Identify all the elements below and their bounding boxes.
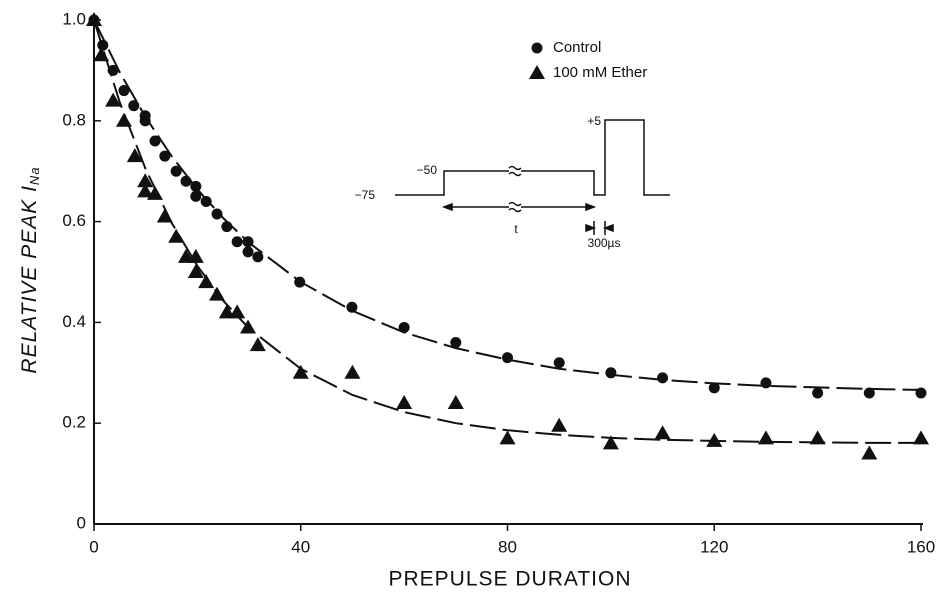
data-point <box>128 100 140 112</box>
data-point <box>502 352 513 364</box>
data-point <box>292 364 309 379</box>
y-tick-label: 0.2 <box>62 413 86 432</box>
data-point <box>757 430 774 445</box>
data-point <box>551 417 568 432</box>
data-point <box>139 115 151 127</box>
data-point <box>252 251 264 263</box>
inset-label: 300µs <box>588 236 621 250</box>
data-point <box>105 92 122 107</box>
break-gap <box>509 200 521 214</box>
data-point <box>93 47 110 62</box>
data-point <box>605 367 617 379</box>
data-point <box>86 12 102 26</box>
y-tick-label: 1.0 <box>62 9 86 28</box>
x-tick-label: 40 <box>291 537 310 556</box>
data-point <box>344 364 361 379</box>
data-point <box>221 221 233 233</box>
data-point <box>657 372 669 384</box>
data-point <box>190 190 202 202</box>
data-point <box>231 236 243 248</box>
break-gap <box>509 164 521 178</box>
data-point <box>346 301 358 313</box>
y-axis-title-main: RELATIVE PEAK I <box>18 185 41 374</box>
arrow-head <box>441 202 453 212</box>
data-point <box>137 183 154 198</box>
inset <box>395 119 670 235</box>
y-axis-title: RELATIVE PEAK INa <box>18 166 43 373</box>
y-axis-title-subscript: Na <box>27 166 42 185</box>
data-point <box>242 236 254 248</box>
inset-label: +5 <box>587 114 601 128</box>
data-point <box>159 150 171 162</box>
pulse-protocol <box>395 119 670 196</box>
data-point <box>126 148 143 163</box>
data-point <box>218 304 235 319</box>
data-point <box>249 337 266 352</box>
inset-label: −50 <box>417 163 438 177</box>
fit-curve <box>93 19 922 391</box>
x-tick-label: 160 <box>907 537 935 556</box>
data-point <box>706 432 723 447</box>
legend-label: Control <box>553 39 601 56</box>
data-point <box>915 387 927 399</box>
arrow-head <box>585 202 597 212</box>
data-point <box>156 208 173 223</box>
data-point <box>187 248 204 263</box>
data-point <box>863 387 875 399</box>
data-point <box>187 264 204 278</box>
data-point <box>229 304 246 319</box>
data-point <box>168 228 185 243</box>
y-tick-label: 0.6 <box>62 211 86 230</box>
data-point <box>118 85 130 97</box>
data-point <box>447 395 464 410</box>
inset-label: −75 <box>355 188 376 202</box>
data-point <box>170 165 182 177</box>
x-tick-label: 120 <box>700 537 728 556</box>
inset-label: t <box>514 222 518 236</box>
y-tick-label: 0.4 <box>62 312 86 331</box>
data-point <box>499 430 516 445</box>
data-point <box>200 195 212 207</box>
data-point <box>809 430 826 445</box>
data-point <box>398 321 410 333</box>
data-point <box>146 185 163 200</box>
x-tick-label: 0 <box>89 537 98 556</box>
data-point <box>97 39 109 51</box>
data-point <box>760 377 772 389</box>
data-point <box>861 445 878 460</box>
data-point <box>708 382 720 394</box>
legend-marker <box>531 42 543 54</box>
break-mark <box>508 165 522 213</box>
arrow-head <box>585 223 597 233</box>
data-point <box>812 387 824 399</box>
data-point <box>913 430 929 445</box>
data-point <box>211 208 223 220</box>
data-point <box>149 135 161 147</box>
legend-marker <box>529 65 545 79</box>
data-point <box>198 274 215 289</box>
data-point <box>190 180 202 192</box>
y-tick-label: 0.8 <box>62 110 86 129</box>
data-point <box>654 425 671 440</box>
data-point <box>115 112 132 127</box>
data-point <box>137 173 154 188</box>
data-point <box>602 435 619 450</box>
data-point <box>553 357 565 369</box>
x-axis-title: PREPULSE DURATION <box>389 568 632 591</box>
legend-label: 100 mM Ether <box>553 64 647 81</box>
x-tick-label: 80 <box>498 537 517 556</box>
y-tick-label: 0 <box>77 513 86 532</box>
data-point <box>240 319 257 334</box>
fit-curve <box>93 19 921 444</box>
data-point <box>294 276 306 288</box>
data-point <box>180 175 192 187</box>
data-point <box>450 337 462 349</box>
data-point <box>242 246 254 258</box>
data-point <box>396 395 413 410</box>
data-point <box>209 286 226 301</box>
arrow-head <box>602 223 614 233</box>
